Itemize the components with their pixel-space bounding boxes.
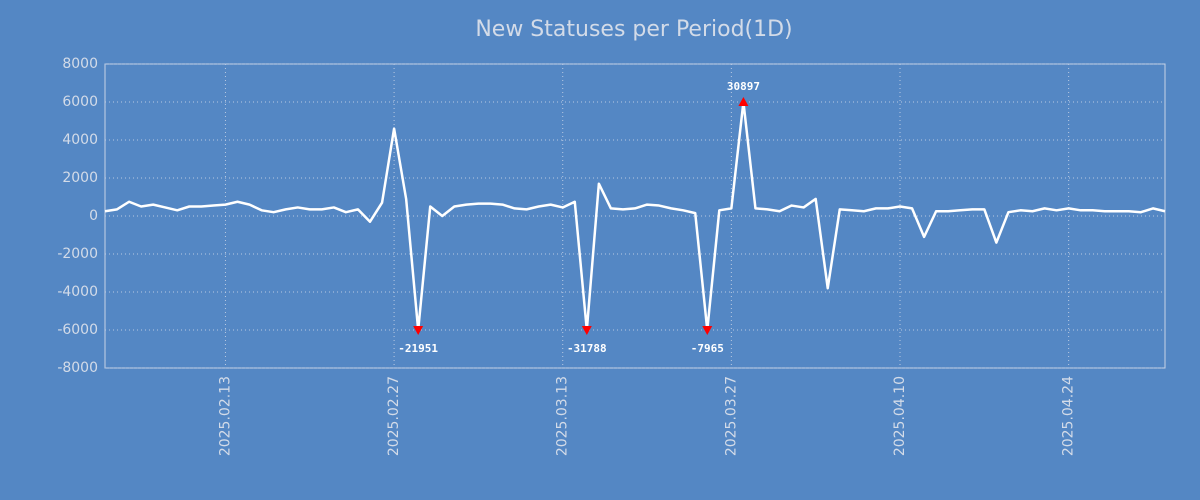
- annotation: -7965: [691, 342, 724, 355]
- y-tick-label: 2000: [62, 170, 98, 186]
- x-tick-label: 2025.02.13: [217, 376, 233, 456]
- y-tick-label: 0: [89, 208, 98, 224]
- y-tick-label: -8000: [57, 360, 98, 376]
- x-tick-label: 2025.02.27: [386, 376, 402, 456]
- outlier-marker: [702, 326, 713, 335]
- chart-title: New Statuses per Period(1D): [475, 17, 792, 42]
- x-tick-label: 2025.04.10: [892, 376, 908, 456]
- y-tick-label: -2000: [57, 246, 98, 262]
- x-tick-label: 2025.03.27: [723, 376, 739, 456]
- annotation: 30897: [727, 80, 760, 93]
- annotation: -31788: [567, 342, 607, 355]
- outlier-marker: [413, 326, 424, 335]
- y-tick-label: 6000: [62, 94, 98, 110]
- y-tick-label: 4000: [62, 132, 98, 148]
- y-tick-label: 8000: [62, 56, 98, 72]
- outlier-marker: [738, 97, 749, 106]
- outlier-marker: [581, 326, 592, 335]
- x-tick-label: 2025.03.13: [555, 376, 571, 456]
- line: [104, 100, 1166, 332]
- annotation: -21951: [398, 342, 438, 355]
- y-tick-label: -6000: [57, 322, 98, 338]
- x-tick-label: 2025.04.24: [1061, 376, 1077, 456]
- y-tick-label: -4000: [57, 284, 98, 300]
